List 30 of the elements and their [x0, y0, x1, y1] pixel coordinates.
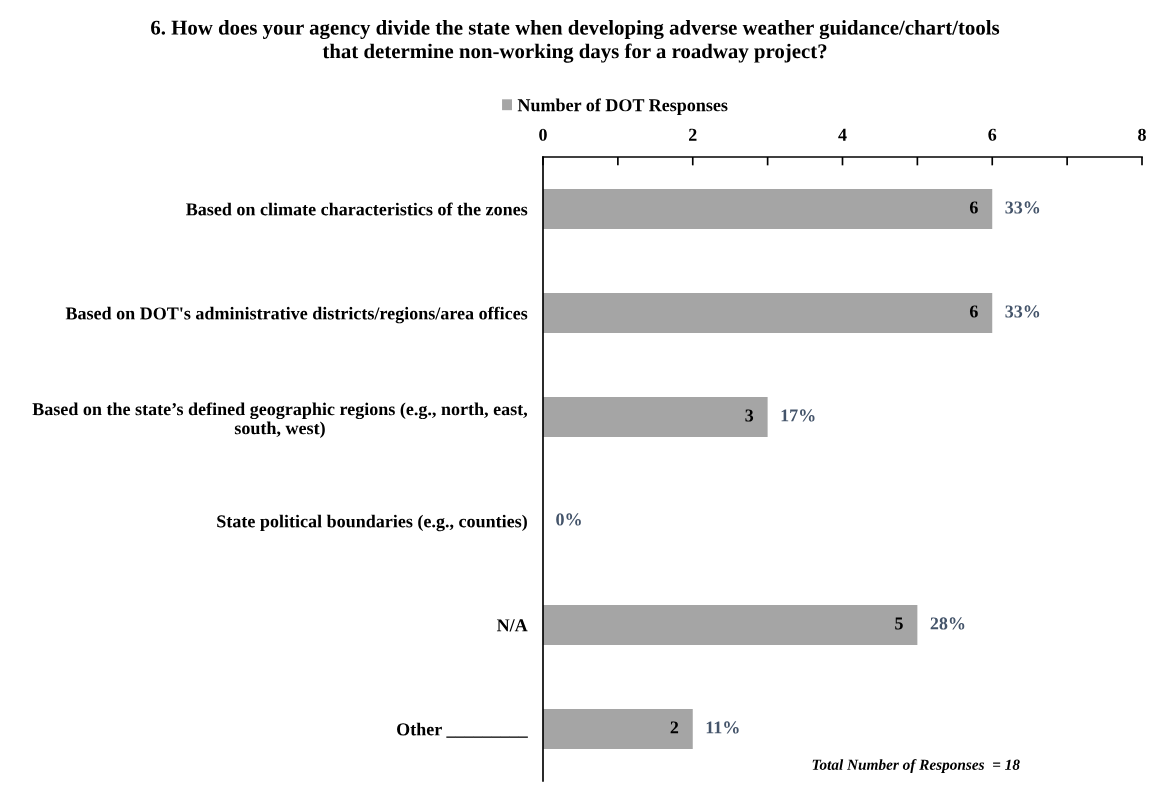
annotation: 17%: [781, 409, 815, 422]
chart-title: 6. How does your agency divide the state when developing adverse weather guidance/chart/tools that determine non-working days for a roadway project?: [151, 20, 1000, 63]
annotation: 28%: [930, 617, 965, 630]
bar: [543, 604, 918, 646]
x-tick-label: 2: [688, 128, 697, 141]
y-tick-label: Based on climate characteristics of the zones: [186, 202, 528, 216]
bar: [543, 292, 993, 334]
annotation: 11%: [706, 721, 739, 734]
y-tick-label: Based on the state’s defined geographic regions (e.g., north, east, south, west): [32, 402, 528, 438]
y-tick-label: Other _________: [397, 722, 528, 738]
y-tick-label: N/A: [496, 619, 528, 632]
x-tick-label: 0: [539, 128, 547, 141]
x-tick-label: 4: [838, 128, 847, 141]
data-label: 2: [670, 721, 679, 734]
legend-label: Number of DOT Responses: [517, 98, 728, 115]
data-label: 5: [895, 617, 903, 630]
x-tick-label: 8: [1138, 128, 1146, 141]
y-tick-label: Based on DOT's administrative districts/regions/area offices: [65, 306, 528, 324]
y-tick-label: State political boundaries (e.g., counties): [217, 514, 527, 532]
bar: [543, 188, 993, 230]
data-label: 6: [969, 305, 978, 318]
annotation: 33%: [1005, 201, 1040, 214]
annotation: 33%: [1005, 305, 1040, 318]
data-label: 6: [969, 201, 978, 214]
bar: [543, 396, 768, 438]
annotation: Total Number of Responses = 18: [812, 758, 1020, 774]
x-tick-label: 6: [988, 128, 997, 141]
data-label: 3: [745, 409, 754, 422]
annotation: 0%: [556, 513, 581, 526]
bar: [543, 708, 693, 750]
